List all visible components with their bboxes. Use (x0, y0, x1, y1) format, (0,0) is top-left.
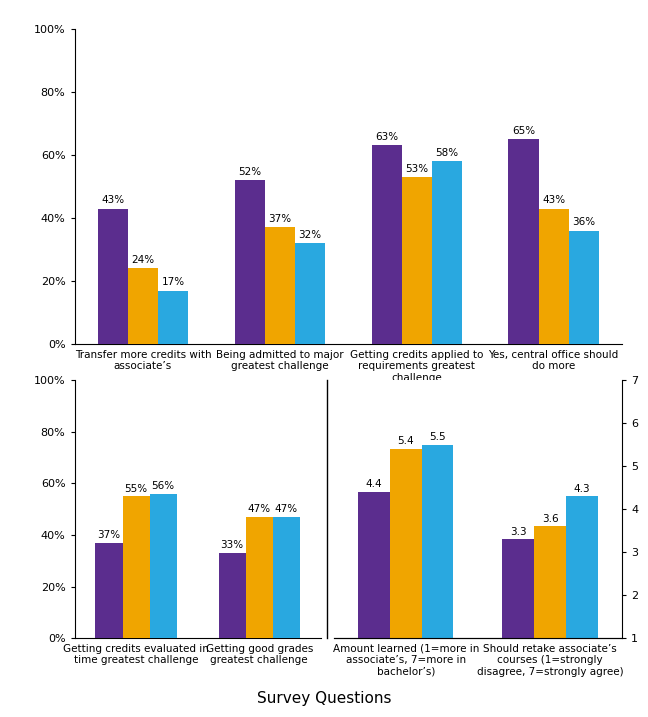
Text: 65%: 65% (512, 126, 535, 136)
Text: 4.4: 4.4 (365, 479, 382, 489)
Bar (509, 139, 538, 344)
Bar (534, 526, 566, 638)
Bar (273, 517, 300, 638)
Bar (150, 493, 177, 638)
Text: 52%: 52% (238, 167, 261, 177)
Text: 53%: 53% (405, 163, 428, 174)
Bar (569, 231, 599, 344)
Text: 5.4: 5.4 (397, 436, 414, 446)
Bar (566, 496, 597, 638)
Bar (422, 445, 454, 638)
Text: 3.3: 3.3 (510, 526, 527, 536)
Text: 47%: 47% (275, 504, 298, 514)
Text: 17%: 17% (161, 277, 185, 288)
Text: 63%: 63% (375, 132, 398, 142)
Bar (98, 209, 128, 344)
Bar (358, 492, 390, 638)
Text: 37%: 37% (97, 530, 121, 540)
Bar (246, 517, 273, 638)
Bar (390, 449, 422, 638)
Bar (502, 539, 534, 638)
Text: 3.6: 3.6 (542, 513, 559, 523)
Text: 24%: 24% (132, 255, 154, 265)
Bar (128, 268, 158, 344)
Text: 33%: 33% (220, 541, 244, 551)
Text: Survey Questions: Survey Questions (257, 691, 391, 706)
Bar (95, 543, 122, 638)
Bar (158, 290, 188, 344)
Text: 37%: 37% (268, 214, 292, 224)
Bar (218, 553, 246, 638)
Bar (402, 177, 432, 344)
Text: 56%: 56% (152, 481, 175, 491)
Text: 47%: 47% (248, 504, 271, 514)
Bar (538, 209, 569, 344)
Bar (432, 161, 462, 344)
Text: 55%: 55% (124, 483, 148, 493)
Text: 4.3: 4.3 (573, 483, 590, 493)
Bar (295, 243, 325, 344)
Bar (122, 496, 150, 638)
Text: 32%: 32% (299, 230, 321, 240)
Bar (265, 227, 295, 344)
Bar (371, 146, 402, 344)
Text: 5.5: 5.5 (429, 432, 446, 442)
Text: 43%: 43% (101, 195, 124, 205)
Text: 36%: 36% (572, 217, 596, 227)
Text: 43%: 43% (542, 195, 565, 205)
Text: 58%: 58% (435, 148, 458, 158)
Bar (235, 180, 265, 344)
